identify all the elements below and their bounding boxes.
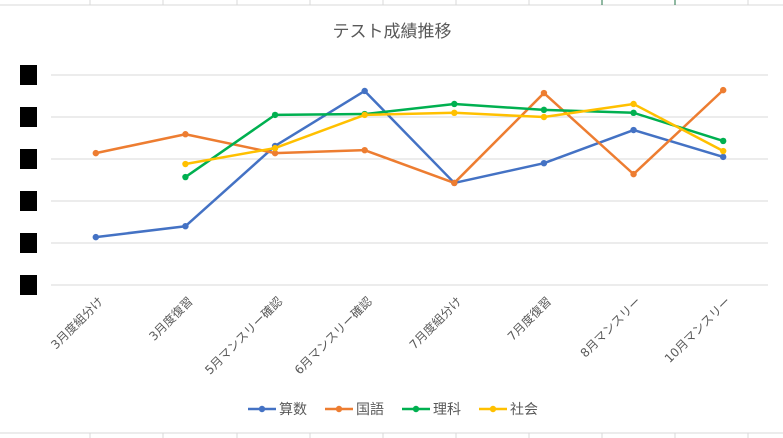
data-point xyxy=(361,111,368,119)
y-tick-label-redacted xyxy=(20,275,37,295)
data-point xyxy=(719,153,727,161)
legend-item: 社会 xyxy=(479,402,538,418)
series-line xyxy=(95,89,725,185)
y-tick-label-redacted xyxy=(20,65,37,85)
y-tick-label-redacted xyxy=(20,191,37,211)
legend-label: 社会 xyxy=(510,402,538,418)
legend-item: 算数 xyxy=(248,402,307,418)
data-point xyxy=(719,147,727,155)
x-tick-label: 7月度組分け xyxy=(406,294,464,352)
data-point xyxy=(92,233,100,241)
chart-title: テスト成績推移 xyxy=(333,22,452,42)
x-tick-label: 3月度復習 xyxy=(146,294,196,344)
data-point xyxy=(271,111,279,119)
data-point xyxy=(182,131,189,138)
x-tick-label: 8月マンスリー xyxy=(578,294,644,360)
series-1 xyxy=(92,86,727,187)
legend-label: 国語 xyxy=(356,402,384,418)
x-tick-label: 6月マンスリー確認 xyxy=(291,294,375,378)
legend-label: 理科 xyxy=(433,402,461,418)
data-point xyxy=(540,89,548,97)
data-point xyxy=(719,86,727,94)
data-point xyxy=(630,170,637,178)
data-point xyxy=(451,109,458,117)
series-line xyxy=(95,89,724,239)
x-tick-label: 5月マンスリー確認 xyxy=(201,294,285,378)
x-tick-label: 10月マンスリー xyxy=(662,294,733,365)
data-point xyxy=(540,160,548,167)
data-point xyxy=(719,137,727,145)
legend-item: 国語 xyxy=(325,402,384,418)
data-point xyxy=(451,179,458,187)
data-point xyxy=(540,106,548,114)
data-point xyxy=(540,113,548,121)
legend-marker xyxy=(258,405,266,413)
legend-marker xyxy=(489,405,497,413)
series-3 xyxy=(182,100,727,168)
data-point xyxy=(630,126,637,134)
data-point xyxy=(451,100,458,108)
legend-label: 算数 xyxy=(279,402,307,418)
data-point xyxy=(271,144,279,152)
data-point xyxy=(361,146,368,154)
data-point xyxy=(361,87,368,95)
data-point xyxy=(182,160,189,168)
data-point xyxy=(182,223,189,230)
legend-marker xyxy=(412,405,420,413)
y-tick-label-redacted xyxy=(20,149,37,169)
data-point xyxy=(182,173,189,181)
data-point xyxy=(630,100,637,108)
legend-marker xyxy=(335,405,343,413)
x-tick-label: 7月度復習 xyxy=(504,294,554,344)
legend-item: 理科 xyxy=(402,402,461,418)
x-tick-label: 3月度組分け xyxy=(47,294,105,352)
data-point xyxy=(630,109,637,117)
data-point xyxy=(271,149,279,157)
y-tick-label-redacted xyxy=(20,233,37,253)
data-point xyxy=(92,149,100,157)
y-tick-label-redacted xyxy=(20,107,37,127)
